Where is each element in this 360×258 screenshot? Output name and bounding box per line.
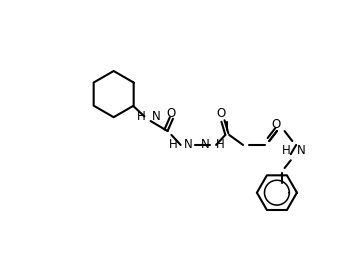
Text: N: N [184,139,193,151]
Text: H: H [216,139,225,151]
Text: O: O [167,107,176,120]
Text: N: N [297,144,306,157]
Text: H: H [136,110,145,123]
Text: N: N [201,139,210,151]
Text: H: H [282,144,291,157]
Text: N: N [152,110,160,123]
Text: H: H [169,139,177,151]
Text: O: O [271,118,281,131]
Text: O: O [217,107,226,120]
